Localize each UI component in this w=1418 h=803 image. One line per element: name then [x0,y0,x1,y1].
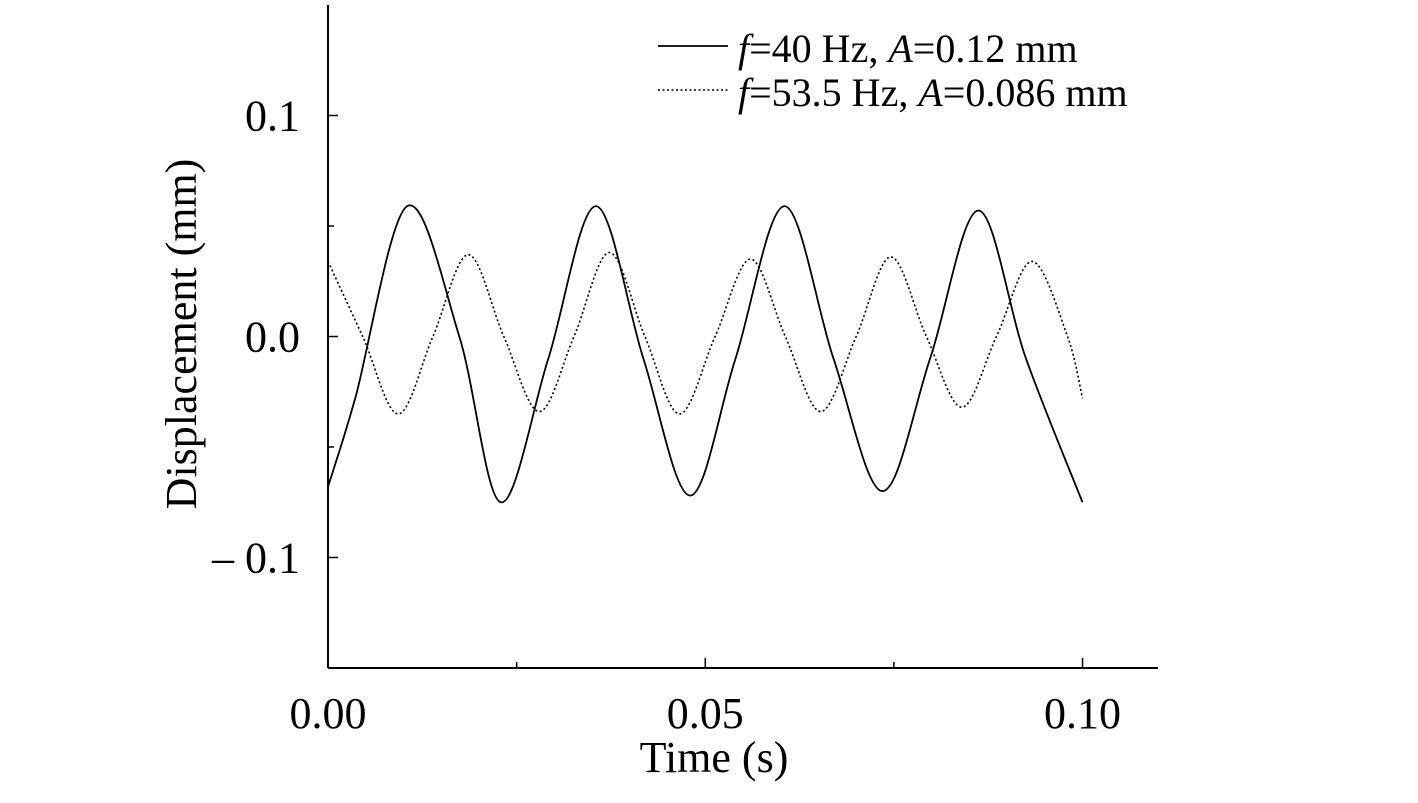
x-axis-label: Time (s) [640,733,789,782]
legend-label: f=53.5 Hz, A=0.086 mm [738,70,1128,115]
x-ticks: 0.00 0.05 0.10 [290,658,1121,738]
legend-label: f=40 Hz, A=0.12 mm [738,26,1078,71]
series-line-2 [327,251,1084,415]
legend-label-part: A [915,70,943,115]
series-layer [327,204,1084,504]
x-tick-label: 0.10 [1044,689,1121,738]
legend-label-part: =0.12 mm [913,26,1078,71]
legend: f=40 Hz, A=0.12 mmf=53.5 Hz, A=0.086 mm [658,26,1128,115]
legend-label-part: =53.5 Hz, [749,70,918,115]
y-tick-label: 0.0 [245,313,300,362]
y-axis-label: Displacement (mm) [157,159,206,510]
y-tick-label: 0.1 [245,92,300,141]
y-ticks: 0.1 0.0 – 0.1 [211,92,338,583]
x-tick-label: 0.05 [667,689,744,738]
legend-label-part: =0.086 mm [943,70,1128,115]
legend-label-part: =40 Hz, [749,26,888,71]
series-line-1 [327,204,1084,504]
y-tick-label: – 0.1 [211,534,300,583]
x-tick-label: 0.00 [290,689,367,738]
legend-label-part: A [885,26,913,71]
